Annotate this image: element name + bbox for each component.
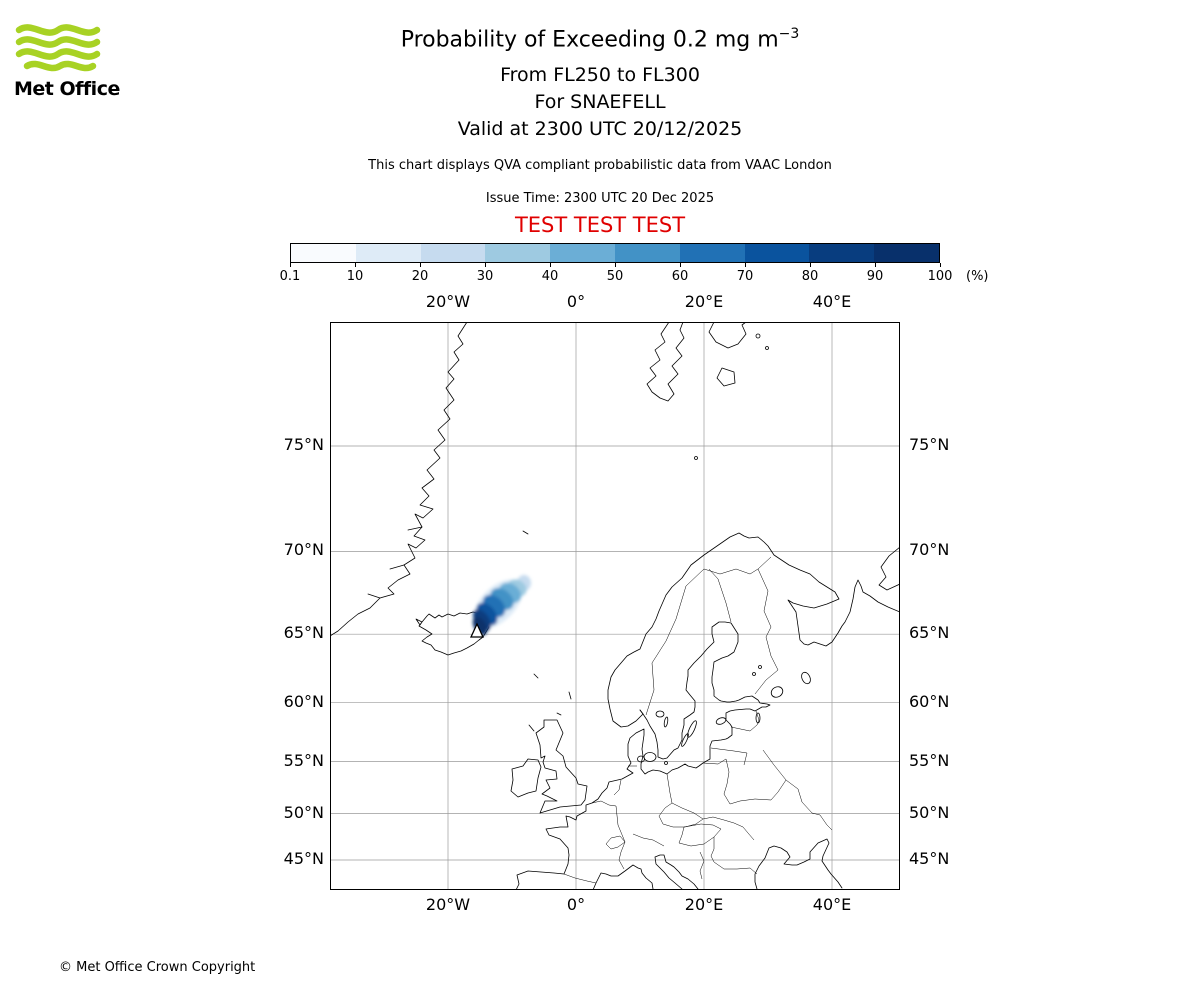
volcano-subtitle: For SNAEFELL [534,91,666,113]
colorbar-tick [485,263,486,267]
test-banner: TEST TEST TEST [514,213,686,237]
qva-description: This chart displays QVA compliant probab… [368,158,832,173]
colorbar-tick-label: 70 [736,269,754,284]
colorbar-tick [745,263,746,267]
colorbar-tick [355,263,356,267]
map-border [330,322,900,890]
ash-plume [472,575,531,636]
lat-label-right: 50°N [909,803,950,822]
colorbar-segment [614,244,680,262]
lon-label-top: 20°W [425,292,471,311]
colorbar-unit: (%) [966,269,989,284]
lat-label-left: 60°N [283,692,324,711]
colorbar-tick-label: 80 [801,269,819,284]
lon-label-top: 20°E [684,292,724,311]
colorbar [290,243,940,263]
colorbar-tick [550,263,551,267]
lat-label-left: 50°N [283,803,324,822]
flight-levels-subtitle: From FL250 to FL300 [500,64,700,86]
colorbar-tick-label: 50 [606,269,624,284]
colorbar-segment [291,244,356,262]
lon-label-bottom: 0° [566,895,586,914]
lat-label-right: 75°N [909,435,950,454]
map-canvas [330,322,900,890]
lat-label-left: 55°N [283,751,324,770]
colorbar-segment [355,244,421,262]
colorbar-tick [680,263,681,267]
lon-label-bottom: 20°E [684,895,724,914]
lat-label-left: 45°N [283,849,324,868]
lon-label-top: 0° [566,292,586,311]
colorbar-tick [290,263,291,267]
colorbar-tick-label: 10 [346,269,364,284]
met-office-logo: Met Office [14,22,124,100]
colorbar-segment [420,244,486,262]
colorbar-segment [744,244,810,262]
lat-label-left: 65°N [283,623,324,642]
graticule-grid [330,322,900,890]
valid-time-subtitle: Valid at 2300 UTC 20/12/2025 [457,118,743,140]
colorbar-tick [420,263,421,267]
colorbar-segment [874,244,939,262]
lat-label-right: 60°N [909,692,950,711]
colorbar-tick-label: 30 [476,269,494,284]
colorbar-tick-label: 100 [927,269,953,284]
colorbar-tick [940,263,941,267]
lon-label-bottom: 20°W [425,895,471,914]
chart-title: Probability of Exceeding 0.2 mg m−3 [0,26,1200,52]
logo-text: Met Office [14,78,120,100]
colorbar-tick [875,263,876,267]
colorbar-tick-label: 90 [866,269,884,284]
colorbar-segment [809,244,875,262]
lon-label-top: 40°E [812,292,852,311]
colorbar-tick-label: 40 [541,269,559,284]
colorbar-tick-label: 0.1 [279,269,301,284]
volcano-marker-icon [469,622,485,638]
lat-label-right: 45°N [909,849,950,868]
country-borders [563,556,833,884]
colorbar-segment [485,244,551,262]
lat-label-left: 70°N [283,540,324,559]
logo-waves-icon [15,24,101,72]
colorbar-segment [679,244,745,262]
colorbar-segment [550,244,615,262]
lat-label-left: 75°N [283,435,324,454]
colorbar-tick-label: 20 [411,269,429,284]
lat-label-right: 55°N [909,751,950,770]
copyright-notice: © Met Office Crown Copyright [59,960,256,975]
coastlines [330,322,900,890]
lon-label-bottom: 40°E [812,895,852,914]
lat-label-right: 65°N [909,623,950,642]
chart-title-text: Probability of Exceeding 0.2 mg m [400,27,779,53]
chart-title-exponent: −3 [778,26,800,42]
colorbar-tick [615,263,616,267]
lat-label-right: 70°N [909,540,950,559]
colorbar-tick [810,263,811,267]
colorbar-tick-label: 60 [671,269,689,284]
issue-time: Issue Time: 2300 UTC 20 Dec 2025 [485,191,715,206]
